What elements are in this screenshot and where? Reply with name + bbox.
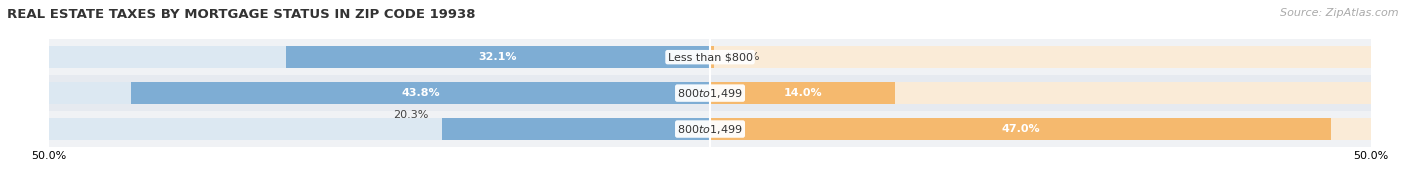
Text: 47.0%: 47.0% [1001,124,1040,134]
Bar [285,46,710,68]
Bar [49,39,1371,75]
Bar [49,111,1371,147]
Text: Less than $800: Less than $800 [668,52,752,62]
Bar [49,82,710,104]
Text: 0.29%: 0.29% [724,52,759,62]
Bar [710,46,1371,68]
Text: 20.3%: 20.3% [394,110,429,120]
Bar [710,46,714,68]
Bar [710,118,1371,140]
Bar [441,118,710,140]
Bar [710,82,896,104]
Bar [49,118,710,140]
Text: 32.1%: 32.1% [478,52,517,62]
Bar [49,46,710,68]
Bar [710,118,1331,140]
Bar [131,82,710,104]
Text: $800 to $1,499: $800 to $1,499 [678,87,742,100]
Text: REAL ESTATE TAXES BY MORTGAGE STATUS IN ZIP CODE 19938: REAL ESTATE TAXES BY MORTGAGE STATUS IN … [7,8,475,21]
Text: 14.0%: 14.0% [783,88,823,98]
Text: 43.8%: 43.8% [401,88,440,98]
Text: $800 to $1,499: $800 to $1,499 [678,122,742,135]
Bar [710,82,1371,104]
Bar [49,75,1371,111]
Text: Source: ZipAtlas.com: Source: ZipAtlas.com [1281,8,1399,18]
